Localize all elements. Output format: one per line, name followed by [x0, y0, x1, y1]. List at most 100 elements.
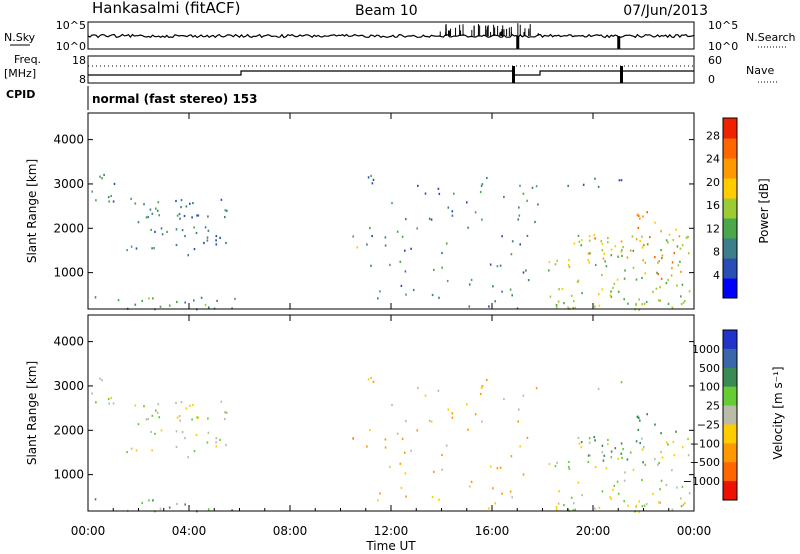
velocity-cell — [620, 452, 623, 455]
power-cell — [370, 264, 372, 267]
power-cell — [141, 299, 143, 302]
velocity-cell — [488, 507, 490, 510]
power-cell — [519, 184, 521, 187]
velocity-cell — [658, 501, 660, 504]
velocity-cell — [594, 439, 596, 442]
power-cell — [176, 300, 178, 304]
power-cell — [99, 175, 101, 178]
freq-left-tick-top: 18 — [72, 54, 86, 67]
power-cell — [572, 307, 575, 310]
power-cell — [677, 264, 680, 267]
power-cell — [176, 214, 179, 217]
power-cell — [466, 201, 468, 204]
power-cell — [561, 287, 564, 291]
power-cell — [154, 230, 156, 233]
velocity-cell — [479, 392, 482, 396]
power-cell — [610, 295, 613, 298]
velocity-cell — [519, 445, 521, 448]
velocity-cell — [410, 449, 412, 452]
power-cell — [577, 279, 580, 282]
power-cell — [224, 216, 226, 219]
power-cell — [535, 185, 538, 188]
power-cell — [417, 184, 419, 187]
power-cell — [668, 233, 671, 236]
velocity-cell — [224, 418, 226, 421]
power-colorbar-swatch — [723, 258, 737, 279]
power-cell — [518, 214, 521, 217]
velocity-cell — [152, 499, 154, 502]
ytick-label: 3000 — [53, 177, 84, 191]
power-cell — [637, 226, 640, 229]
power-data-cells — [91, 173, 691, 311]
power-cell — [153, 247, 155, 250]
velocity-cell — [486, 378, 488, 382]
noise-search-label: N.Search — [746, 31, 796, 44]
power-cell — [149, 208, 152, 211]
power-cell — [614, 245, 617, 248]
power-cell — [189, 202, 191, 205]
velocity-cell — [135, 449, 138, 452]
power-cell — [644, 272, 646, 275]
power-cell — [612, 286, 614, 289]
power-cell — [468, 283, 471, 286]
power-cell — [610, 254, 613, 257]
power-cell — [180, 199, 183, 202]
power-cell — [503, 195, 505, 199]
power-cell — [602, 257, 605, 260]
velocity-cell — [366, 445, 368, 448]
power-cell — [605, 265, 608, 268]
power-cell — [496, 265, 499, 268]
velocity-cell — [447, 408, 450, 411]
power-cell — [661, 257, 663, 260]
velocity-cell — [643, 504, 646, 507]
velocity-cell — [555, 508, 558, 511]
power-cell — [155, 207, 157, 210]
power-cell — [567, 184, 569, 187]
velocity-cell — [607, 438, 609, 442]
power-colorbar-label: Power [dB] — [757, 178, 771, 243]
power-cell — [430, 218, 433, 221]
velocity-cell — [424, 394, 427, 397]
velocity-cell — [574, 508, 576, 511]
power-cell — [178, 213, 181, 216]
velocity-cell — [587, 454, 590, 457]
velocity-cell — [652, 492, 654, 495]
power-cell — [206, 239, 209, 242]
power-cell — [215, 243, 218, 246]
power-cell — [492, 285, 494, 288]
power-cell — [616, 278, 619, 281]
power-cell — [660, 230, 662, 233]
velocity-cell — [610, 497, 613, 500]
velocity-cell — [391, 404, 393, 407]
velocity-cell — [686, 438, 689, 441]
velocity-cell — [517, 420, 519, 423]
velocity-cell — [417, 386, 419, 389]
power-cell — [601, 249, 604, 252]
velocity-cell — [637, 428, 640, 431]
velocity-cell — [601, 451, 604, 454]
velocity-colorbar-tick: −25 — [697, 418, 720, 431]
velocity-cell — [641, 437, 643, 440]
power-cell — [183, 214, 186, 218]
power-colorbar-tick: 12 — [706, 222, 720, 235]
power-cell — [148, 297, 150, 300]
velocity-cell — [384, 438, 387, 441]
velocity-cell — [481, 420, 483, 423]
power-cell — [367, 176, 370, 179]
power-cell — [377, 297, 379, 300]
freq-gap-2 — [620, 66, 623, 83]
power-cell — [555, 306, 558, 309]
power-cell — [356, 246, 359, 249]
velocity-cell — [594, 507, 596, 510]
power-cell — [601, 288, 604, 291]
power-cell — [610, 248, 613, 251]
velocity-cell — [401, 437, 404, 440]
power-cell — [437, 187, 440, 190]
velocity-cell — [150, 430, 152, 433]
power-cell — [680, 270, 682, 273]
power-cell — [196, 214, 198, 217]
power-cell — [531, 186, 534, 189]
velocity-colorbar-swatch — [723, 424, 737, 444]
power-cell — [548, 261, 551, 264]
